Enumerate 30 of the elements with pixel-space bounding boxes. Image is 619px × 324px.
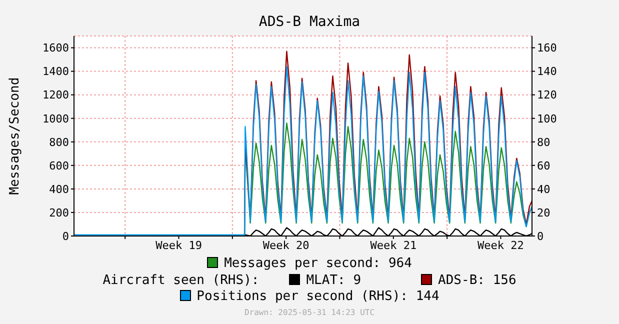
x-tick-label: Week 19: [156, 238, 202, 252]
legend-label: MLAT: 9: [305, 272, 362, 288]
y-tick-label: 600: [49, 159, 69, 172]
y2-tick-label: 60: [537, 159, 550, 172]
legend-label: Messages per second: 964: [223, 256, 412, 271]
y-tick-label: 1600: [42, 42, 69, 55]
y2-tick-label: 20: [537, 206, 550, 220]
y2-tick-label: 80: [537, 136, 550, 149]
chart-title: ADS-B Maxima: [258, 14, 362, 30]
y2-tick-label: 120: [537, 88, 557, 102]
y2-tick-label: 160: [537, 42, 557, 55]
y-tick-label: 400: [49, 182, 69, 196]
legend-label: Positions per second (RHS): 144: [196, 289, 440, 304]
y-axis-title: Messages/Second: [8, 77, 23, 195]
y-tick-label: 1000: [42, 112, 69, 126]
y-tick-label: 200: [49, 206, 69, 220]
x-tick-label: Week 22: [478, 238, 524, 252]
text: Aircraft seen (RHS):: [102, 272, 260, 288]
y2-tick-label: 140: [537, 65, 557, 78]
x-tick-label: Week 20: [262, 238, 310, 252]
y2-tick-label: 40: [537, 182, 550, 196]
y-tick-label: 1200: [42, 88, 69, 102]
x-tick-label: Week 21: [370, 238, 417, 252]
y2-tick-label: 100: [537, 112, 557, 126]
y-tick-label: 800: [49, 136, 69, 149]
y2-tick-label: 0: [537, 230, 544, 243]
y-tick-label: 0: [62, 230, 69, 243]
legend-label: ADS-B: 156: [437, 272, 516, 288]
text: Drawn: 2025-05-31 14:23 UTC: [243, 308, 376, 317]
y-tick-label: 1400: [42, 65, 69, 78]
